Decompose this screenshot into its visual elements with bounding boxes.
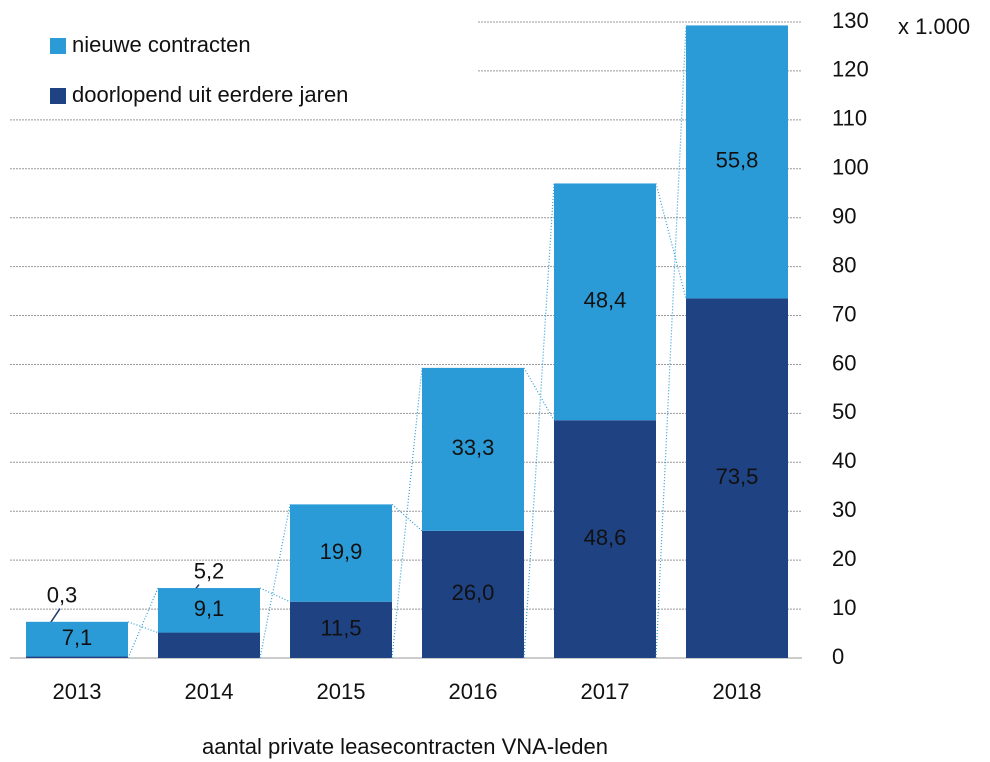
y-tick-label: 30 <box>832 497 856 522</box>
bar-segment <box>26 656 128 658</box>
connector <box>259 504 291 659</box>
y-tick-label: 40 <box>832 448 856 473</box>
connector <box>523 367 555 421</box>
y-tick-label: 80 <box>832 252 856 277</box>
bar-segment <box>422 367 524 531</box>
connector <box>655 183 687 299</box>
y-tick-label: 0 <box>832 644 844 669</box>
y-tick-label: 110 <box>832 106 867 131</box>
bar-segment <box>26 621 128 657</box>
y-tick-label: 130 <box>832 8 869 33</box>
bar-segment <box>554 183 656 421</box>
x-tick-label: 2015 <box>317 679 366 704</box>
legend-label: nieuwe contracten <box>72 32 251 57</box>
y-tick-label: 90 <box>832 204 856 229</box>
bar-segment <box>422 530 524 658</box>
connector <box>259 587 291 603</box>
value-label: 5,2 <box>194 558 225 583</box>
bar-segment <box>158 588 260 633</box>
y-tick-label: 60 <box>832 350 856 375</box>
connector <box>391 503 423 532</box>
value-label: 33,3 <box>452 435 495 460</box>
value-label: 73,5 <box>716 464 759 489</box>
value-label: 19,9 <box>320 539 363 564</box>
value-label: 55,8 <box>716 148 759 173</box>
y-tick-label: 10 <box>832 595 856 620</box>
y-tick-label: 50 <box>832 399 856 424</box>
connector <box>127 621 159 634</box>
bar-segment <box>686 25 788 299</box>
y-tick-label: 120 <box>832 57 869 82</box>
value-label: 48,6 <box>584 525 627 550</box>
value-label: 48,4 <box>584 288 627 313</box>
x-tick-label: 2013 <box>53 679 102 704</box>
value-label: 0,3 <box>47 582 78 607</box>
x-axis-title: aantal private leasecontracten VNA-leden <box>202 734 608 759</box>
connector <box>391 367 423 659</box>
connector <box>127 587 159 659</box>
y-tick-label: 20 <box>832 546 856 571</box>
legend-background <box>0 10 478 90</box>
x-tick-label: 2016 <box>449 679 498 704</box>
bar-segment <box>158 632 260 658</box>
x-tick-label: 2014 <box>185 679 234 704</box>
y-tick-label: 100 <box>832 155 869 180</box>
legend-swatch <box>50 88 66 104</box>
unit-label: x 1.000 <box>898 14 970 39</box>
connector <box>523 183 555 659</box>
bar-segment <box>290 504 392 602</box>
bar-segment <box>290 601 392 658</box>
x-tick-label: 2017 <box>581 679 630 704</box>
legend-label: doorlopend uit eerdere jaren <box>72 82 348 107</box>
connector <box>655 25 687 659</box>
bar-segment <box>686 298 788 658</box>
y-tick-label: 70 <box>832 301 856 326</box>
x-tick-label: 2018 <box>713 679 762 704</box>
bar-segment <box>554 420 656 658</box>
value-label: 9,1 <box>194 596 225 621</box>
legend-swatch <box>50 38 66 54</box>
value-label: 11,5 <box>320 616 361 641</box>
grid <box>10 21 802 610</box>
value-label: 7,1 <box>62 625 93 650</box>
value-label: 26,0 <box>452 580 495 605</box>
